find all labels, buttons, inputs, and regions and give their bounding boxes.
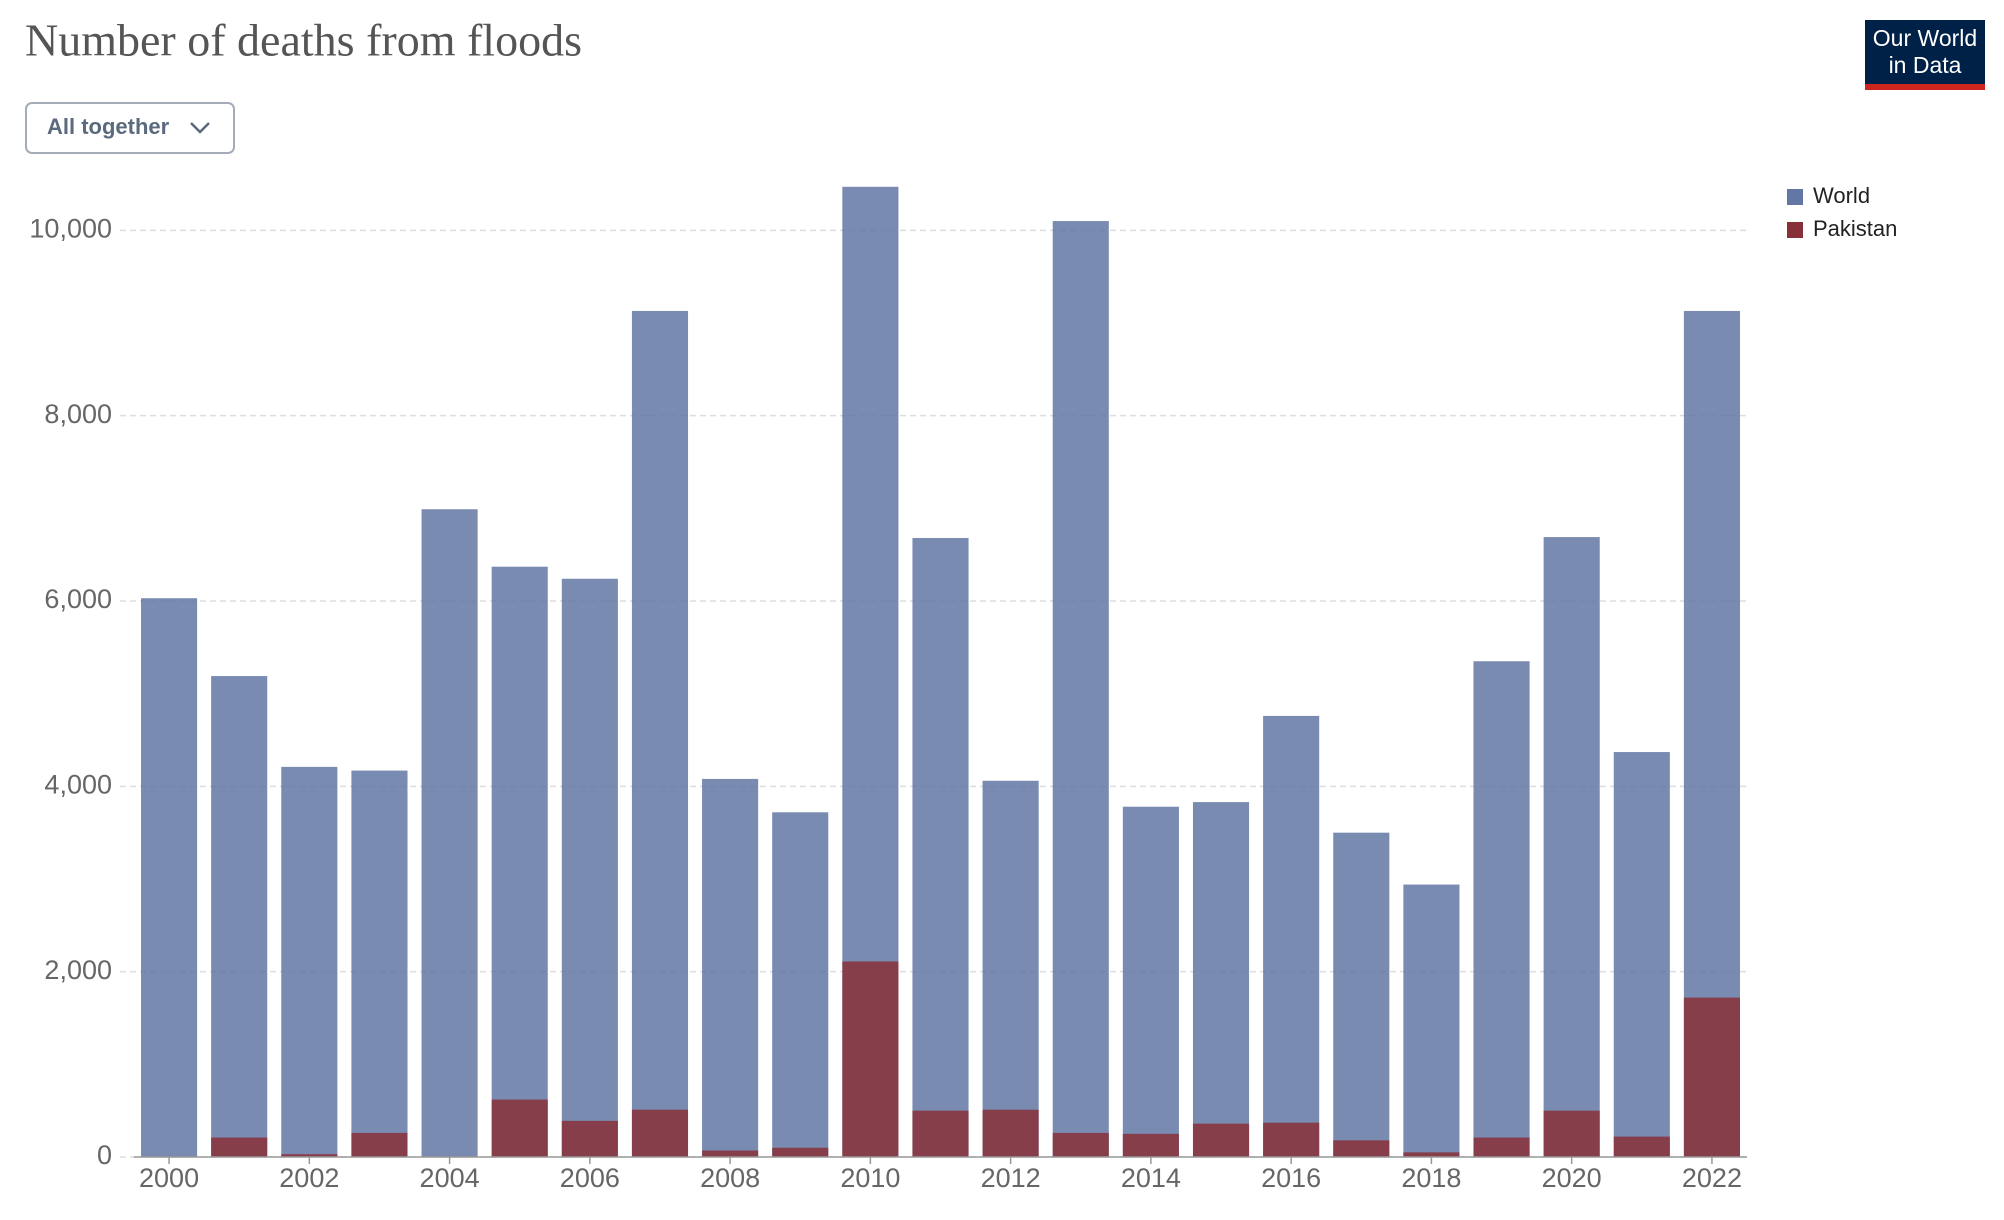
bar: [1192, 802, 1250, 1157]
y-tick-label: 6,000: [44, 584, 112, 614]
x-tick-label: 2008: [700, 1163, 760, 1193]
bar: [1403, 1152, 1460, 1157]
bar: [211, 676, 268, 1157]
bar: [1613, 752, 1670, 1157]
bar: [561, 578, 618, 1157]
bar: [631, 310, 689, 1157]
x-tick-label: 2002: [279, 1163, 339, 1193]
bar: [1263, 715, 1320, 1157]
bar: [1052, 1132, 1109, 1157]
bar: [702, 1150, 759, 1157]
y-tick-label: 0: [97, 1140, 112, 1170]
y-tick-label: 2,000: [44, 955, 112, 985]
bar: [1122, 1133, 1179, 1157]
x-tick-label: 2010: [840, 1163, 900, 1193]
x-tick-label: 2016: [1261, 1163, 1321, 1193]
dropdown[interactable]: [25, 102, 235, 154]
bar: [351, 770, 408, 1157]
bar: [1263, 1122, 1320, 1157]
y-tick-label: 4,000: [44, 769, 112, 799]
bar: [281, 1154, 338, 1157]
chart-title: Number of deaths from floods: [25, 15, 582, 66]
legend-swatch: [1787, 189, 1803, 205]
bar: [1333, 832, 1390, 1157]
bar: [1403, 884, 1460, 1157]
bar: [141, 598, 198, 1157]
bar: [1473, 1137, 1530, 1157]
bar: [912, 537, 969, 1157]
legend-label: Pakistan: [1813, 216, 1897, 241]
legend-swatch: [1787, 222, 1803, 238]
bar: [842, 961, 899, 1157]
bar: [491, 566, 548, 1157]
logo: [1865, 20, 1985, 90]
bar: [772, 1147, 829, 1157]
bar: [1683, 997, 1740, 1157]
bar: [702, 778, 759, 1157]
x-tick-label: 2000: [139, 1163, 199, 1193]
logo-stripe: [1865, 84, 1985, 90]
bar: [211, 1137, 268, 1157]
y-tick-label: 8,000: [44, 399, 112, 429]
bar: [1122, 806, 1179, 1157]
bar: [982, 1109, 1039, 1157]
bar: [1613, 1136, 1670, 1157]
bar: [1543, 1110, 1600, 1157]
y-tick-label: 10,000: [29, 213, 112, 243]
dropdown-arrow: [190, 122, 210, 134]
bar: [421, 509, 478, 1157]
dropdown-label[interactable]: All together: [47, 114, 170, 139]
bar: [561, 1120, 618, 1157]
bar: [1192, 1123, 1250, 1157]
bar: [772, 812, 829, 1157]
x-tick-label: 2020: [1542, 1163, 1602, 1193]
bar: [982, 780, 1039, 1157]
x-tick-label: 2006: [560, 1163, 620, 1193]
x-tick-label: 2012: [981, 1163, 1041, 1193]
bar: [1333, 1140, 1390, 1157]
bar: [491, 1099, 548, 1157]
x-tick-label: 2004: [420, 1163, 480, 1193]
bar: [1473, 661, 1530, 1157]
x-tick-label: 2018: [1401, 1163, 1461, 1193]
bar: [1052, 221, 1109, 1158]
logo-text: Our World: [1873, 25, 1977, 51]
legend-label: World: [1813, 183, 1870, 208]
bar: [912, 1110, 969, 1157]
logo-text: in Data: [1889, 52, 1962, 78]
bar: [1543, 537, 1600, 1157]
x-tick-label: 2014: [1121, 1163, 1181, 1193]
bar: [281, 766, 338, 1157]
bar: [351, 1132, 408, 1157]
bar: [631, 1109, 689, 1157]
x-tick-label: 2022: [1682, 1163, 1742, 1193]
